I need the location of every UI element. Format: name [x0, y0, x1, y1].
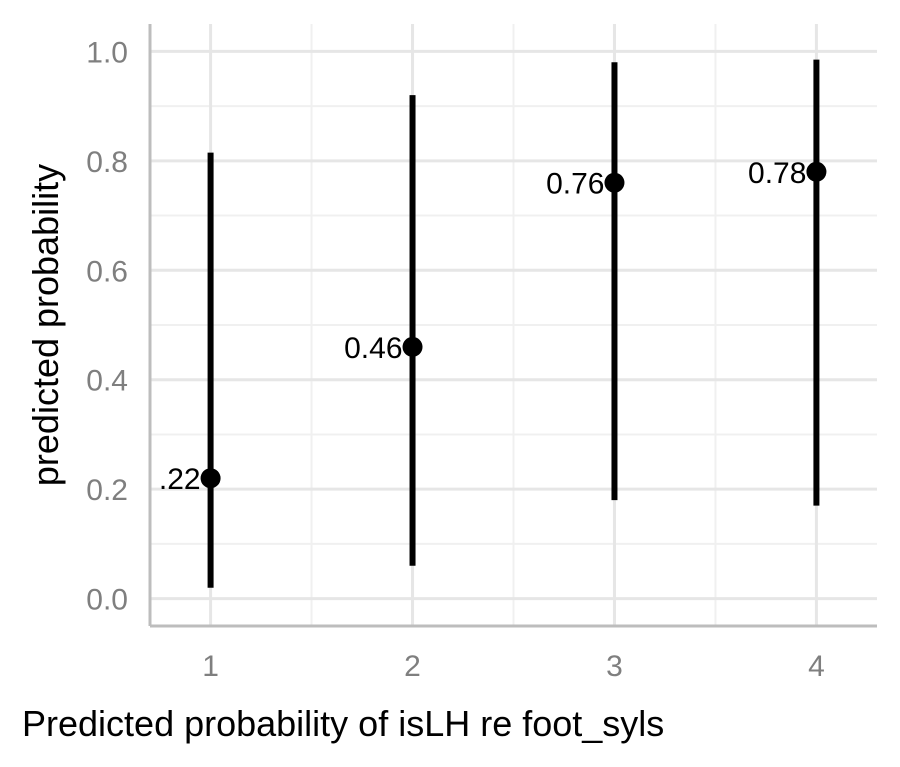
x-tick-label: 1 [202, 650, 219, 683]
data-marks: .22 0.46 0.76 0.78 [159, 59, 827, 588]
data-point [806, 161, 827, 182]
y-tick-label: 0.6 [86, 255, 128, 288]
y-tick-label: 0.8 [86, 146, 128, 179]
y-tick-label: 0.0 [86, 584, 128, 617]
axes [148, 24, 877, 628]
x-axis-title: Predicted probability of isLH re foot_sy… [22, 703, 664, 744]
x-tick-labels: 1 2 3 4 [202, 650, 825, 683]
data-point [604, 172, 625, 193]
y-axis-title: predicted probability [25, 164, 66, 486]
y-tick-label: 0.4 [86, 365, 128, 398]
grid [150, 24, 877, 626]
x-tick-label: 2 [404, 650, 421, 683]
data-label: 0.46 [344, 332, 402, 365]
data-label: 0.76 [546, 168, 604, 201]
y-tick-label: 0.2 [86, 474, 128, 507]
x-tick-label: 4 [808, 650, 825, 683]
data-label: 0.78 [748, 157, 806, 190]
data-point [200, 468, 221, 489]
x-tick-label: 3 [606, 650, 623, 683]
data-point [402, 336, 423, 357]
y-tick-labels: 0.0 0.2 0.4 0.6 0.8 1.0 [86, 36, 128, 616]
y-tick-label: 1.0 [86, 36, 128, 69]
data-label: .22 [159, 463, 201, 496]
